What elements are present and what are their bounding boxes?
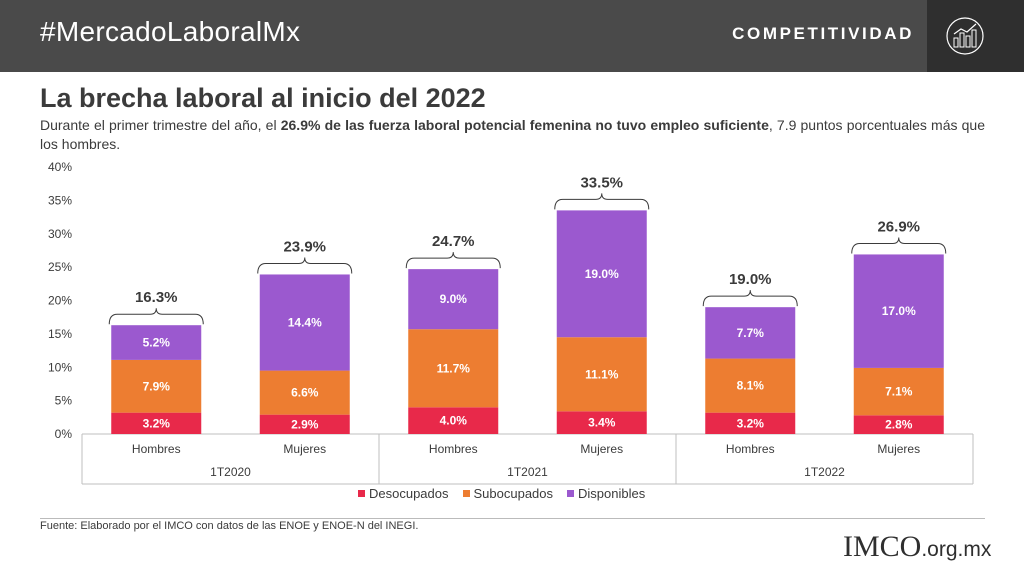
page-subtitle: Durante el primer trimestre del año, el … [40, 116, 985, 154]
y-tick-label: 0% [55, 427, 73, 441]
hashtag-title: #MercadoLaboralMx [40, 16, 301, 47]
bar-segment [111, 412, 202, 434]
page-title: La brecha laboral al inicio del 2022 [40, 83, 486, 113]
data-label: 11.1% [585, 367, 619, 381]
data-label: 8.1% [737, 379, 765, 393]
legend-swatch [567, 490, 575, 497]
logo-domain: .org.mx [921, 538, 992, 561]
bar-segment [259, 274, 350, 371]
data-label: 2.9% [291, 417, 319, 431]
data-label: 9.0% [440, 292, 468, 306]
city-chart-icon [946, 17, 984, 55]
data-label: 3.4% [588, 416, 616, 430]
y-tick-label: 10% [48, 360, 72, 374]
x-tick-label: Hombres [429, 442, 478, 456]
brand-tag: COMPETITIVIDAD [732, 24, 914, 43]
legend-item: Subocupados [462, 486, 554, 501]
bar-segment [259, 370, 350, 415]
bar-segment [408, 269, 499, 330]
legend-item: Disponibles [567, 486, 645, 501]
total-label: 16.3% [135, 289, 178, 306]
bar-segment [853, 367, 944, 416]
source-note: Fuente: Elaborado por el IMCO con datos … [40, 520, 419, 532]
data-label: 4.0% [440, 414, 468, 428]
bar-segment [853, 254, 944, 368]
data-label: 6.6% [291, 386, 319, 400]
total-label: 24.7% [432, 233, 475, 250]
y-tick-label: 30% [48, 227, 72, 241]
footer-divider [40, 518, 985, 519]
legend-swatch [358, 490, 365, 497]
x-tick-label: Mujeres [283, 442, 326, 456]
bar-segment [556, 337, 647, 412]
y-tick-label: 35% [48, 193, 72, 207]
data-label: 11.7% [437, 361, 471, 375]
subtitle-bold: 26.9% de las fuerza laboral potencial fe… [280, 117, 769, 133]
total-brace [554, 193, 650, 210]
data-label: 7.7% [737, 326, 765, 340]
group-label: 1T2022 [804, 465, 845, 479]
legend-swatch [462, 490, 470, 497]
total-brace [405, 252, 501, 269]
bar-segment [853, 415, 944, 434]
data-label: 3.2% [143, 416, 171, 430]
total-brace [851, 237, 947, 254]
bar-segment [705, 412, 796, 434]
logo-text: IMCO [843, 530, 922, 563]
total-brace [257, 257, 353, 274]
y-tick-label: 25% [48, 260, 72, 274]
total-label: 26.9% [877, 218, 920, 235]
group-label: 1T2021 [507, 465, 548, 479]
bar-segment [556, 411, 647, 434]
total-label: 19.0% [729, 271, 772, 288]
group-label: 1T2020 [210, 465, 251, 479]
data-label: 17.0% [882, 304, 916, 318]
data-label: 5.2% [143, 336, 171, 350]
y-tick-label: 5% [55, 394, 73, 408]
bar-segment [705, 358, 796, 413]
imco-logo: IMCO.org.mx [843, 530, 991, 564]
x-tick-label: Hombres [132, 442, 181, 456]
y-tick-label: 40% [48, 160, 72, 174]
total-label: 33.5% [580, 174, 623, 191]
data-label: 14.4% [288, 316, 322, 330]
legend-label: Disponibles [578, 486, 646, 501]
y-tick-label: 20% [48, 294, 72, 308]
total-brace [108, 308, 204, 325]
legend-label: Subocupados [473, 486, 554, 501]
x-tick-label: Mujeres [877, 442, 920, 456]
bar-segment [408, 329, 499, 408]
bar-segment [408, 407, 499, 434]
data-label: 7.9% [143, 379, 171, 393]
subtitle-part-2: , 7.9 puntos porcentuales más que los ho… [40, 117, 985, 152]
legend-label: Desocupados [369, 486, 449, 501]
total-label: 23.9% [283, 238, 326, 255]
header-bar: #MercadoLaboralMx COMPETITIVIDAD [0, 0, 1024, 72]
chart-legend: Desocupados Subocupados Disponibles [358, 486, 645, 501]
data-label: 2.8% [885, 418, 913, 432]
y-tick-label: 15% [48, 327, 72, 341]
bar-segment [705, 307, 796, 359]
data-label: 19.0% [585, 267, 619, 281]
bar-segment [111, 359, 202, 413]
bar-segment [556, 210, 647, 338]
data-label: 3.2% [737, 416, 765, 430]
bar-segment [111, 325, 202, 360]
data-label: 7.1% [885, 385, 913, 399]
x-tick-label: Hombres [726, 442, 775, 456]
x-tick-label: Mujeres [580, 442, 623, 456]
total-brace [702, 290, 798, 307]
bar-segment [259, 414, 350, 434]
legend-item: Desocupados [358, 486, 449, 501]
subtitle-part-1: Durante el primer trimestre del año, el [40, 117, 281, 133]
